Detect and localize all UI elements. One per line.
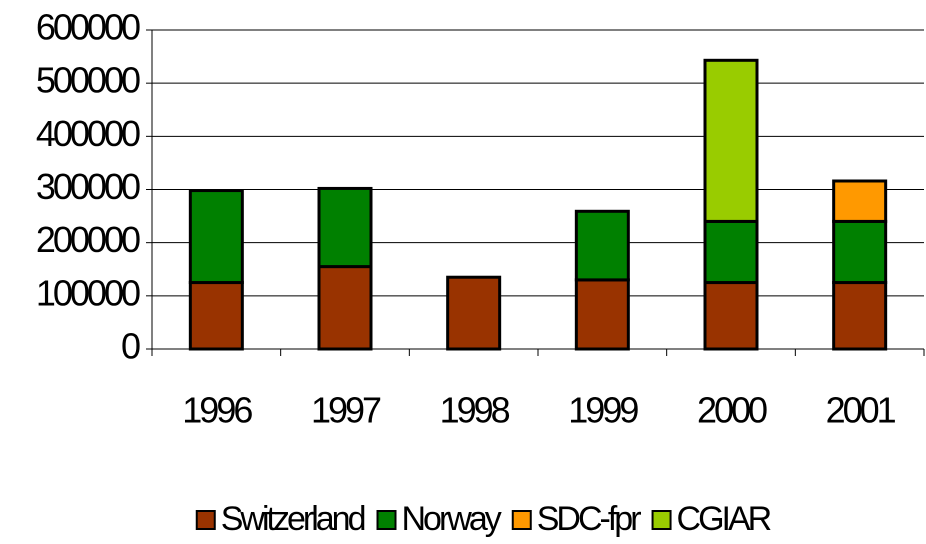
x-tick-label: 1997 <box>311 390 381 431</box>
bar-segment <box>574 278 630 351</box>
x-tick-label: 2001 <box>826 390 896 431</box>
bar-segment <box>832 179 888 223</box>
legend-label: Norway <box>402 500 502 538</box>
y-tick-label: 200000 <box>36 219 140 260</box>
y-tick-label: 600000 <box>36 7 140 48</box>
y-tick-label: 400000 <box>36 113 140 154</box>
bar-segment <box>188 189 244 285</box>
bar-segment <box>832 219 888 285</box>
bar-segment <box>317 265 373 351</box>
y-tick-label: 500000 <box>36 60 140 101</box>
bar-segment <box>574 209 630 282</box>
bar-segment <box>446 275 502 351</box>
legend-label: SDC-fpr <box>537 500 641 538</box>
x-tick-label: 1999 <box>568 390 638 431</box>
legend-swatch <box>651 510 672 530</box>
legend-swatch <box>195 510 216 530</box>
legend-swatch <box>511 510 532 530</box>
x-tick-label: 1998 <box>440 390 510 431</box>
x-tick-label: 1996 <box>182 390 252 431</box>
legend-label: CGIAR <box>677 500 771 538</box>
bar-segment <box>317 186 373 269</box>
legend-label: Switzerland <box>221 500 365 538</box>
y-tick-label: 0 <box>121 326 140 367</box>
x-tick-label: 2000 <box>697 390 767 431</box>
y-tick-label: 300000 <box>36 166 140 207</box>
bar-segment <box>188 281 244 351</box>
y-tick-label: 100000 <box>36 272 140 313</box>
bar-segment <box>703 281 759 351</box>
bar-segment <box>832 281 888 351</box>
legend-swatch <box>376 510 397 530</box>
bar-segment <box>703 58 759 223</box>
bar-segment <box>703 219 759 285</box>
